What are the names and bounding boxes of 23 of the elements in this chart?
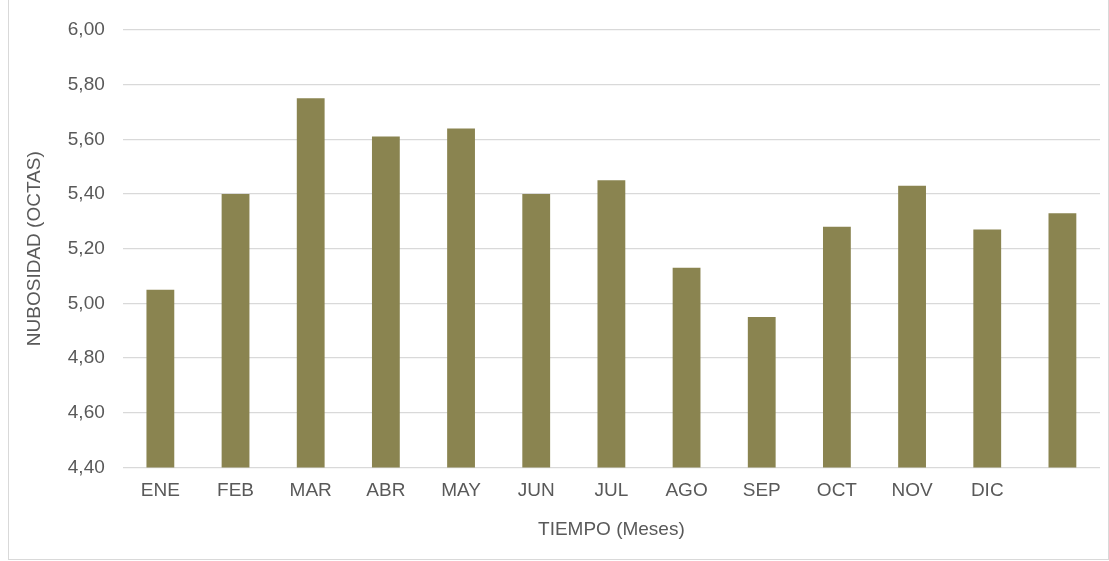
y-tick-label: 4,60	[67, 400, 105, 422]
y-tick-label: 4,40	[67, 455, 105, 477]
x-tick-label: MAR	[289, 479, 332, 501]
y-tick-label: 4,80	[67, 346, 105, 368]
x-tick-label: OCT	[816, 479, 858, 501]
x-tick-label: ENE	[140, 479, 180, 501]
y-tick-label: 6,00	[67, 18, 105, 40]
x-tick-label: JUN	[517, 479, 555, 501]
x-tick-label: MAY	[441, 479, 482, 501]
x-tick-label: FEB	[217, 479, 255, 501]
x-axis-title: TIEMPO (Meses)	[538, 517, 685, 539]
y-tick-label: 5,40	[67, 182, 105, 204]
y-tick-label: 5,80	[67, 72, 105, 94]
y-tick-label: 5,60	[67, 127, 105, 149]
x-tick-label: NOV	[891, 479, 933, 501]
y-axis-title: NUBOSIDAD (OCTAS)	[22, 151, 44, 347]
x-tick-label: ABR	[366, 479, 406, 501]
y-tick-label: 5,20	[67, 236, 105, 258]
x-tick-label: JUL	[594, 479, 629, 501]
x-tick-label: DIC	[970, 479, 1004, 501]
x-tick-label: SEP	[742, 479, 781, 501]
x-tick-label: AGO	[665, 479, 708, 501]
y-tick-label: 5,00	[67, 291, 105, 313]
